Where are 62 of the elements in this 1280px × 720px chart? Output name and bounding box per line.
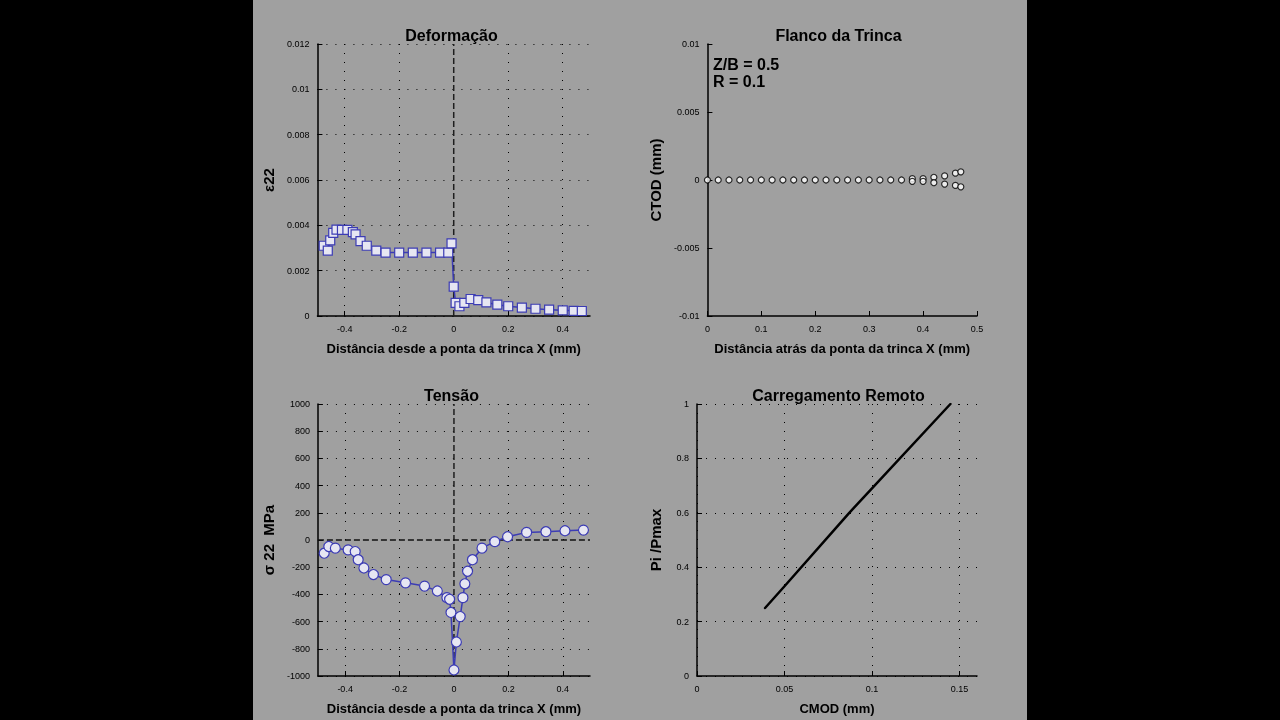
y-tick-label: 0.6 <box>676 507 689 518</box>
chart-title: Deformação <box>405 26 498 44</box>
y-tick-label: 400 <box>294 480 310 491</box>
x-tick-label: -0.2 <box>391 683 408 694</box>
y-tick-label: 1000 <box>289 399 310 409</box>
x-tick-label: 0 <box>451 323 457 334</box>
x-tick-label: 0.2 <box>501 323 515 334</box>
x-tick-label: -0.4 <box>336 323 353 334</box>
x-axis-title: Distância atrás da ponta da trinca X (mm) <box>714 341 971 356</box>
y-tick-label: 0 <box>304 535 310 545</box>
chart-title: Carregamento Remoto <box>752 386 925 404</box>
x-tick-label: 0.4 <box>556 683 570 694</box>
y-tick-label: 0 <box>683 671 689 681</box>
y-tick-label: 0.01 <box>291 84 310 95</box>
x-tick-label: 0 <box>451 683 457 694</box>
x-tick-label: 0 <box>704 323 710 334</box>
y-tick-label: 200 <box>294 507 310 518</box>
y-axis-title: ε22 <box>260 168 277 192</box>
y-tick-label: 0.004 <box>286 220 310 231</box>
x-axis-title: CMOD (mm) <box>799 701 875 716</box>
y-tick-label: 1 <box>683 399 689 409</box>
chart-title: Flanco da Trinca <box>775 26 902 44</box>
x-tick-label: 0.3 <box>862 323 876 334</box>
y-tick-label: 0 <box>694 175 700 185</box>
y-tick-label: -200 <box>291 562 310 573</box>
chart-title: Tensão <box>424 386 480 404</box>
x-tick-label: 0.15 <box>950 683 969 694</box>
x-tick-label: 0.2 <box>502 683 515 694</box>
y-tick-label: 0.01 <box>681 39 700 49</box>
x-axis-title: Distância desde a ponta da trinca X (mm) <box>326 341 581 356</box>
x-tick-label: 0.1 <box>865 683 879 694</box>
y-tick-label: 0.2 <box>676 616 689 627</box>
y-axis-title: σ 22 MPa <box>260 504 277 576</box>
y-tick-label: -400 <box>291 589 310 600</box>
y-axis-title: CTOD (mm) <box>647 138 664 222</box>
x-tick-label: -0.2 <box>391 323 407 334</box>
y-tick-label: -0.005 <box>673 243 700 253</box>
annotation: R = 0.1 <box>713 72 766 90</box>
y-tick-label: 0.005 <box>676 107 700 117</box>
x-tick-label: 0.05 <box>775 683 794 694</box>
y-tick-label: 600 <box>294 453 310 464</box>
x-tick-label: 0.4 <box>916 323 930 334</box>
y-tick-label: 0.8 <box>676 453 689 464</box>
y-tick-label: 800 <box>294 426 310 437</box>
y-tick-label: 0.012 <box>286 39 310 49</box>
y-axis-title: Pi /Pmax <box>647 508 664 572</box>
y-tick-label: 0.006 <box>286 175 310 185</box>
x-tick-label: -0.4 <box>337 683 353 694</box>
y-tick-label: -1000 <box>286 671 310 681</box>
y-tick-label: -0.01 <box>678 311 700 321</box>
annotation: Z/B = 0.5 <box>713 55 780 73</box>
x-axis-title: Distância desde a ponta da trinca X (mm) <box>326 701 582 716</box>
x-tick-label: 0.1 <box>755 323 768 334</box>
x-tick-label: 0.2 <box>808 323 822 334</box>
x-tick-label: 0.4 <box>556 323 569 334</box>
y-tick-label: 0.002 <box>286 265 310 276</box>
y-tick-label: -800 <box>291 643 310 654</box>
y-tick-label: 0 <box>304 311 310 321</box>
x-tick-label: 0.5 <box>970 323 984 334</box>
y-tick-label: 0.008 <box>286 129 310 140</box>
y-tick-label: 0.4 <box>676 562 689 573</box>
y-tick-label: -600 <box>291 616 310 627</box>
